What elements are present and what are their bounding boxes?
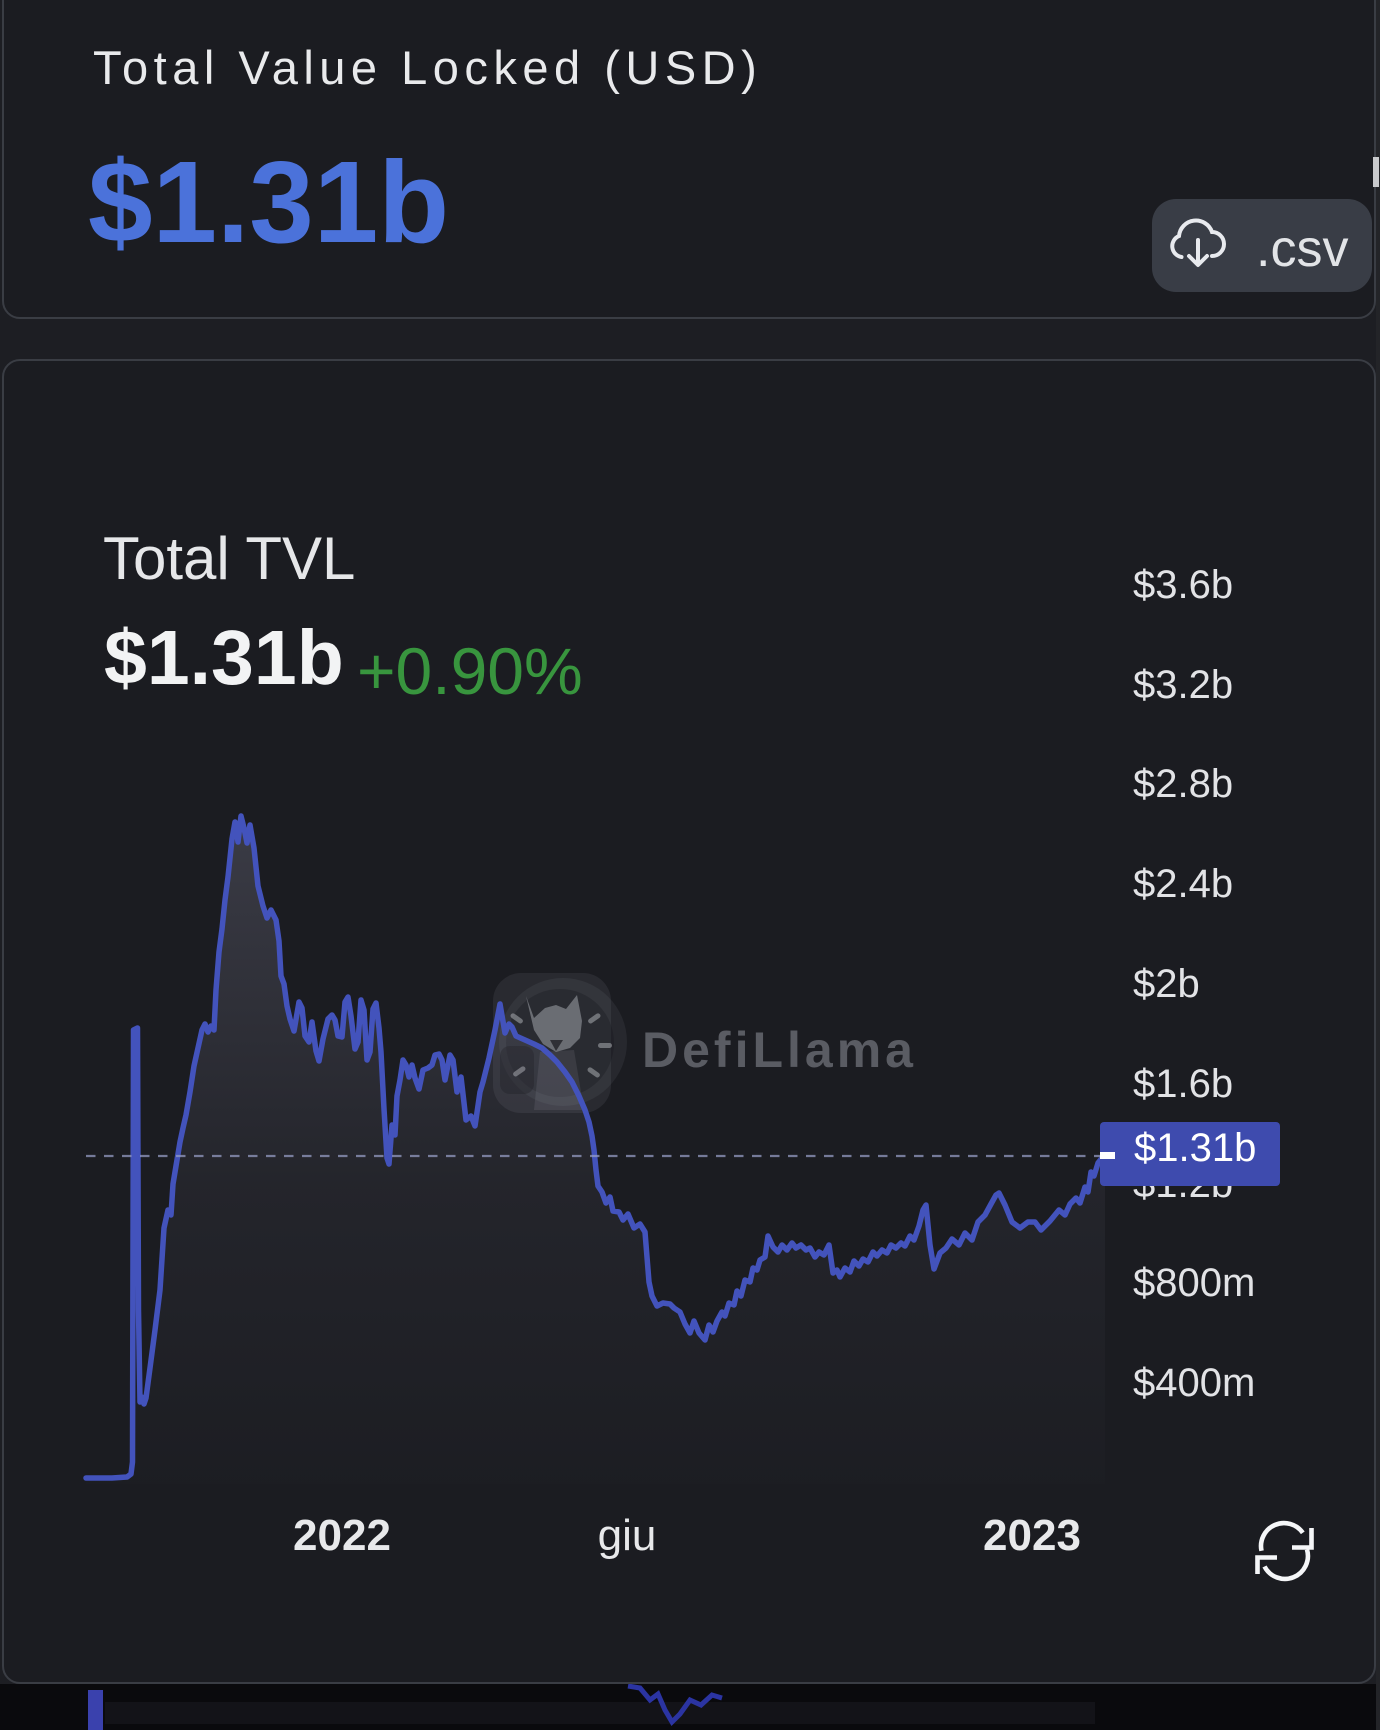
svg-text:DefiLlama: DefiLlama xyxy=(642,1022,917,1078)
